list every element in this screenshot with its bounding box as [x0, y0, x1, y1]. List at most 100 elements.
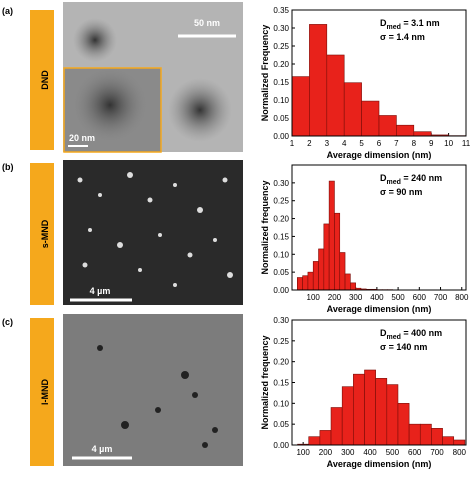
bar [328, 180, 335, 291]
bar [339, 252, 346, 291]
y-tick-label: 0.25 [273, 197, 289, 206]
y-tick-label: 0.30 [273, 24, 289, 33]
bar [302, 275, 309, 291]
bar [442, 436, 455, 446]
x-tick-label: 500 [391, 293, 405, 302]
x-tick-label: 100 [307, 293, 321, 302]
bar [378, 115, 397, 137]
y-tick-label: 0.35 [273, 6, 289, 15]
x-tick-label: 300 [341, 448, 355, 457]
annotation: σ = 90 nm [380, 187, 422, 197]
annotation-part: D [380, 173, 387, 183]
y-tick-label: 0.10 [273, 250, 289, 259]
bar [361, 100, 380, 137]
sample-label: l-MND [40, 379, 50, 405]
scale-label: 20 nm [69, 133, 95, 143]
bar [330, 407, 343, 446]
x-tick-label: 3 [325, 139, 330, 148]
bar [413, 131, 432, 137]
x-tick-label: 200 [328, 293, 342, 302]
y-tick-label: 0.20 [273, 60, 289, 69]
bar [291, 76, 310, 137]
y-tick-label: 0.05 [273, 114, 289, 123]
y-tick-label: 0.30 [273, 316, 289, 325]
x-tick-label: 800 [455, 293, 469, 302]
y-tick-label: 0.05 [273, 420, 289, 429]
bar [341, 386, 354, 446]
bar [350, 282, 356, 291]
annotation-sub: med [387, 24, 401, 31]
y-axis-label: Normalized Frequency [260, 25, 270, 122]
x-tick-label: 200 [319, 448, 333, 457]
x-tick-label: 11 [462, 139, 471, 148]
y-tick-label: 0.25 [273, 42, 289, 51]
x-tick-label: 2 [307, 139, 312, 148]
x-tick-label: 7 [394, 139, 399, 148]
y-axis-label: Normalized frequency [260, 180, 270, 274]
x-tick-label: 600 [413, 293, 427, 302]
plot-frame [291, 164, 467, 291]
panel-label: (c) [2, 317, 13, 327]
bar [453, 439, 466, 446]
scale-label: 4 µm [92, 444, 113, 454]
x-axis-label: Average dimension (nm) [327, 459, 432, 469]
x-tick-label: 100 [296, 448, 310, 457]
annotation-part: = 3.1 nm [401, 18, 440, 28]
bar [431, 428, 443, 446]
bar [344, 273, 351, 291]
y-tick-label: 0.00 [273, 132, 289, 141]
bar [397, 403, 410, 446]
annotation: Dmed = 240 nm [380, 173, 442, 186]
y-tick-label: 0.20 [273, 358, 289, 367]
bar [307, 271, 314, 291]
x-tick-label: 9 [429, 139, 434, 148]
bar [308, 436, 321, 446]
x-tick-label: 400 [370, 293, 384, 302]
x-tick-label: 300 [349, 293, 363, 302]
annotation: σ = 1.4 nm [380, 32, 425, 42]
side-bar [30, 10, 54, 150]
sem-image: 4 µm [63, 160, 243, 305]
x-tick-label: 1 [290, 139, 295, 148]
annotation-part: D [380, 18, 387, 28]
bar [364, 369, 376, 446]
x-tick-label: 6 [377, 139, 382, 148]
panel-label: (b) [2, 162, 14, 172]
scale-label: 4 µm [90, 286, 111, 296]
tem-image: 50 nm 20 nm [63, 2, 243, 153]
bar [312, 261, 319, 291]
x-tick-label: 10 [444, 139, 453, 148]
y-tick-label: 0.15 [273, 232, 289, 241]
bar [297, 277, 303, 291]
bar [386, 384, 399, 446]
x-axis-label: Average dimension (nm) [327, 150, 432, 160]
scale-label: 50 nm [194, 18, 220, 28]
bar [323, 223, 330, 291]
bar [318, 248, 325, 291]
x-axis-label: Average dimension (nm) [327, 304, 432, 314]
y-tick-label: 0.30 [273, 179, 289, 188]
y-tick-label: 0.20 [273, 215, 289, 224]
y-tick-label: 0.00 [273, 441, 289, 450]
bar [408, 423, 421, 446]
plot-frame [291, 319, 467, 446]
y-tick-label: 0.05 [273, 268, 289, 277]
annotation-sub: med [387, 179, 401, 186]
y-tick-label: 0.00 [273, 286, 289, 295]
bar [309, 24, 328, 137]
annotation-sub: med [387, 334, 401, 341]
annotation-part: = 400 nm [401, 328, 442, 338]
bar [419, 423, 432, 446]
y-tick-label: 0.10 [273, 96, 289, 105]
bar [375, 378, 388, 446]
x-tick-label: 700 [434, 293, 448, 302]
annotation: σ = 140 nm [380, 342, 427, 352]
x-tick-label: 800 [453, 448, 467, 457]
x-tick-label: 8 [412, 139, 417, 148]
y-tick-label: 0.15 [273, 78, 289, 87]
x-tick-label: 600 [408, 448, 422, 457]
annotation-part: D [380, 328, 387, 338]
side-bar [30, 318, 54, 466]
bar [319, 430, 332, 446]
